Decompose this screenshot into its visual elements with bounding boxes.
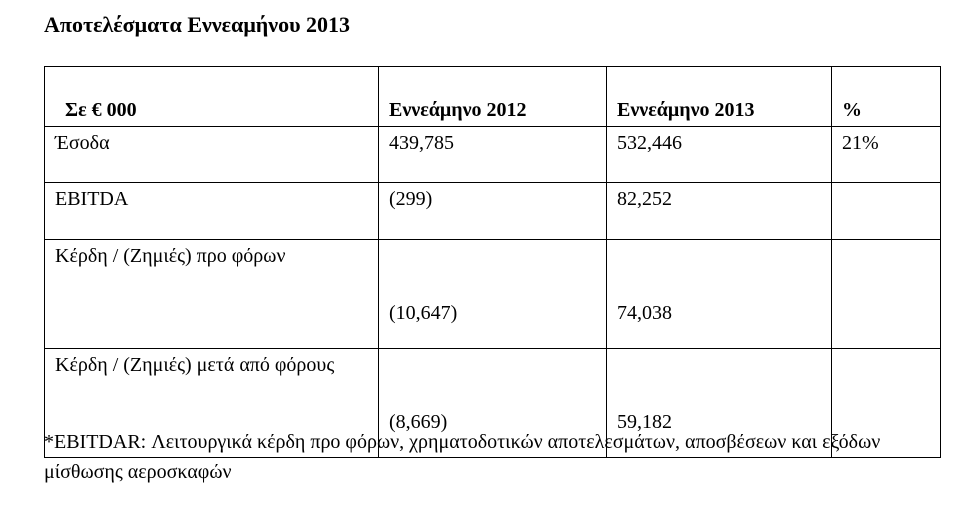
value-cell (831, 182, 941, 240)
value-cell: (10,647) (378, 239, 607, 349)
table-row: Κέρδη / (Ζημιές) μετά από φόρους (8,669) 5… (44, 348, 941, 458)
table-row: Έσοδα 439,785 532,446 21% (44, 126, 941, 183)
footnote: *EBITDAR: Λειτουργικά κέρδη προ φόρων, χ… (44, 431, 881, 483)
value-cell: 439,785 (378, 126, 607, 183)
label-cell: Έσοδα (44, 126, 379, 183)
header-cell: % (831, 66, 941, 127)
header-cell: Σε € 000 (44, 66, 379, 127)
header-row: Σε € 000 Εννεάμηνο 2012 Εννεάμηνο 2013% (44, 66, 941, 127)
title: Αποτελέσματα Εννεαμήνου 2013 (44, 12, 351, 37)
header-cell: Εννεάμηνο 2012 (378, 66, 607, 127)
results-table: Σε € 000 Εννεάμηνο 2012 Εννεάμηνο 2013% Έσο… (44, 66, 941, 458)
value-cell: (8,669) (378, 348, 607, 458)
table-row: EBITDA (299) 82,252 (44, 182, 941, 240)
value-cell: 74,038 (606, 239, 832, 349)
value-cell: 82,252 (606, 182, 832, 240)
value-cell (831, 348, 941, 458)
label-cell: EBITDA (44, 182, 379, 240)
table-row: Κέρδη / (Ζημιές) προ φόρων (10,647) 74,038 (44, 239, 941, 349)
value-cell: 532,446 (606, 126, 832, 183)
value-cell (831, 239, 941, 349)
label-cell: Κέρδη / (Ζημιές) μετά από φόρους (44, 348, 379, 458)
header-cell: Εννεάμηνο 2013 (606, 66, 832, 127)
label-cell: Κέρδη / (Ζημιές) προ φόρων (44, 239, 379, 349)
value-cell: 21% (831, 126, 941, 183)
table-body: Σε € 000 Εννεάμηνο 2012 Εννεάμηνο 2013% Έσο… (44, 66, 941, 458)
value-cell: (299) (378, 182, 607, 240)
